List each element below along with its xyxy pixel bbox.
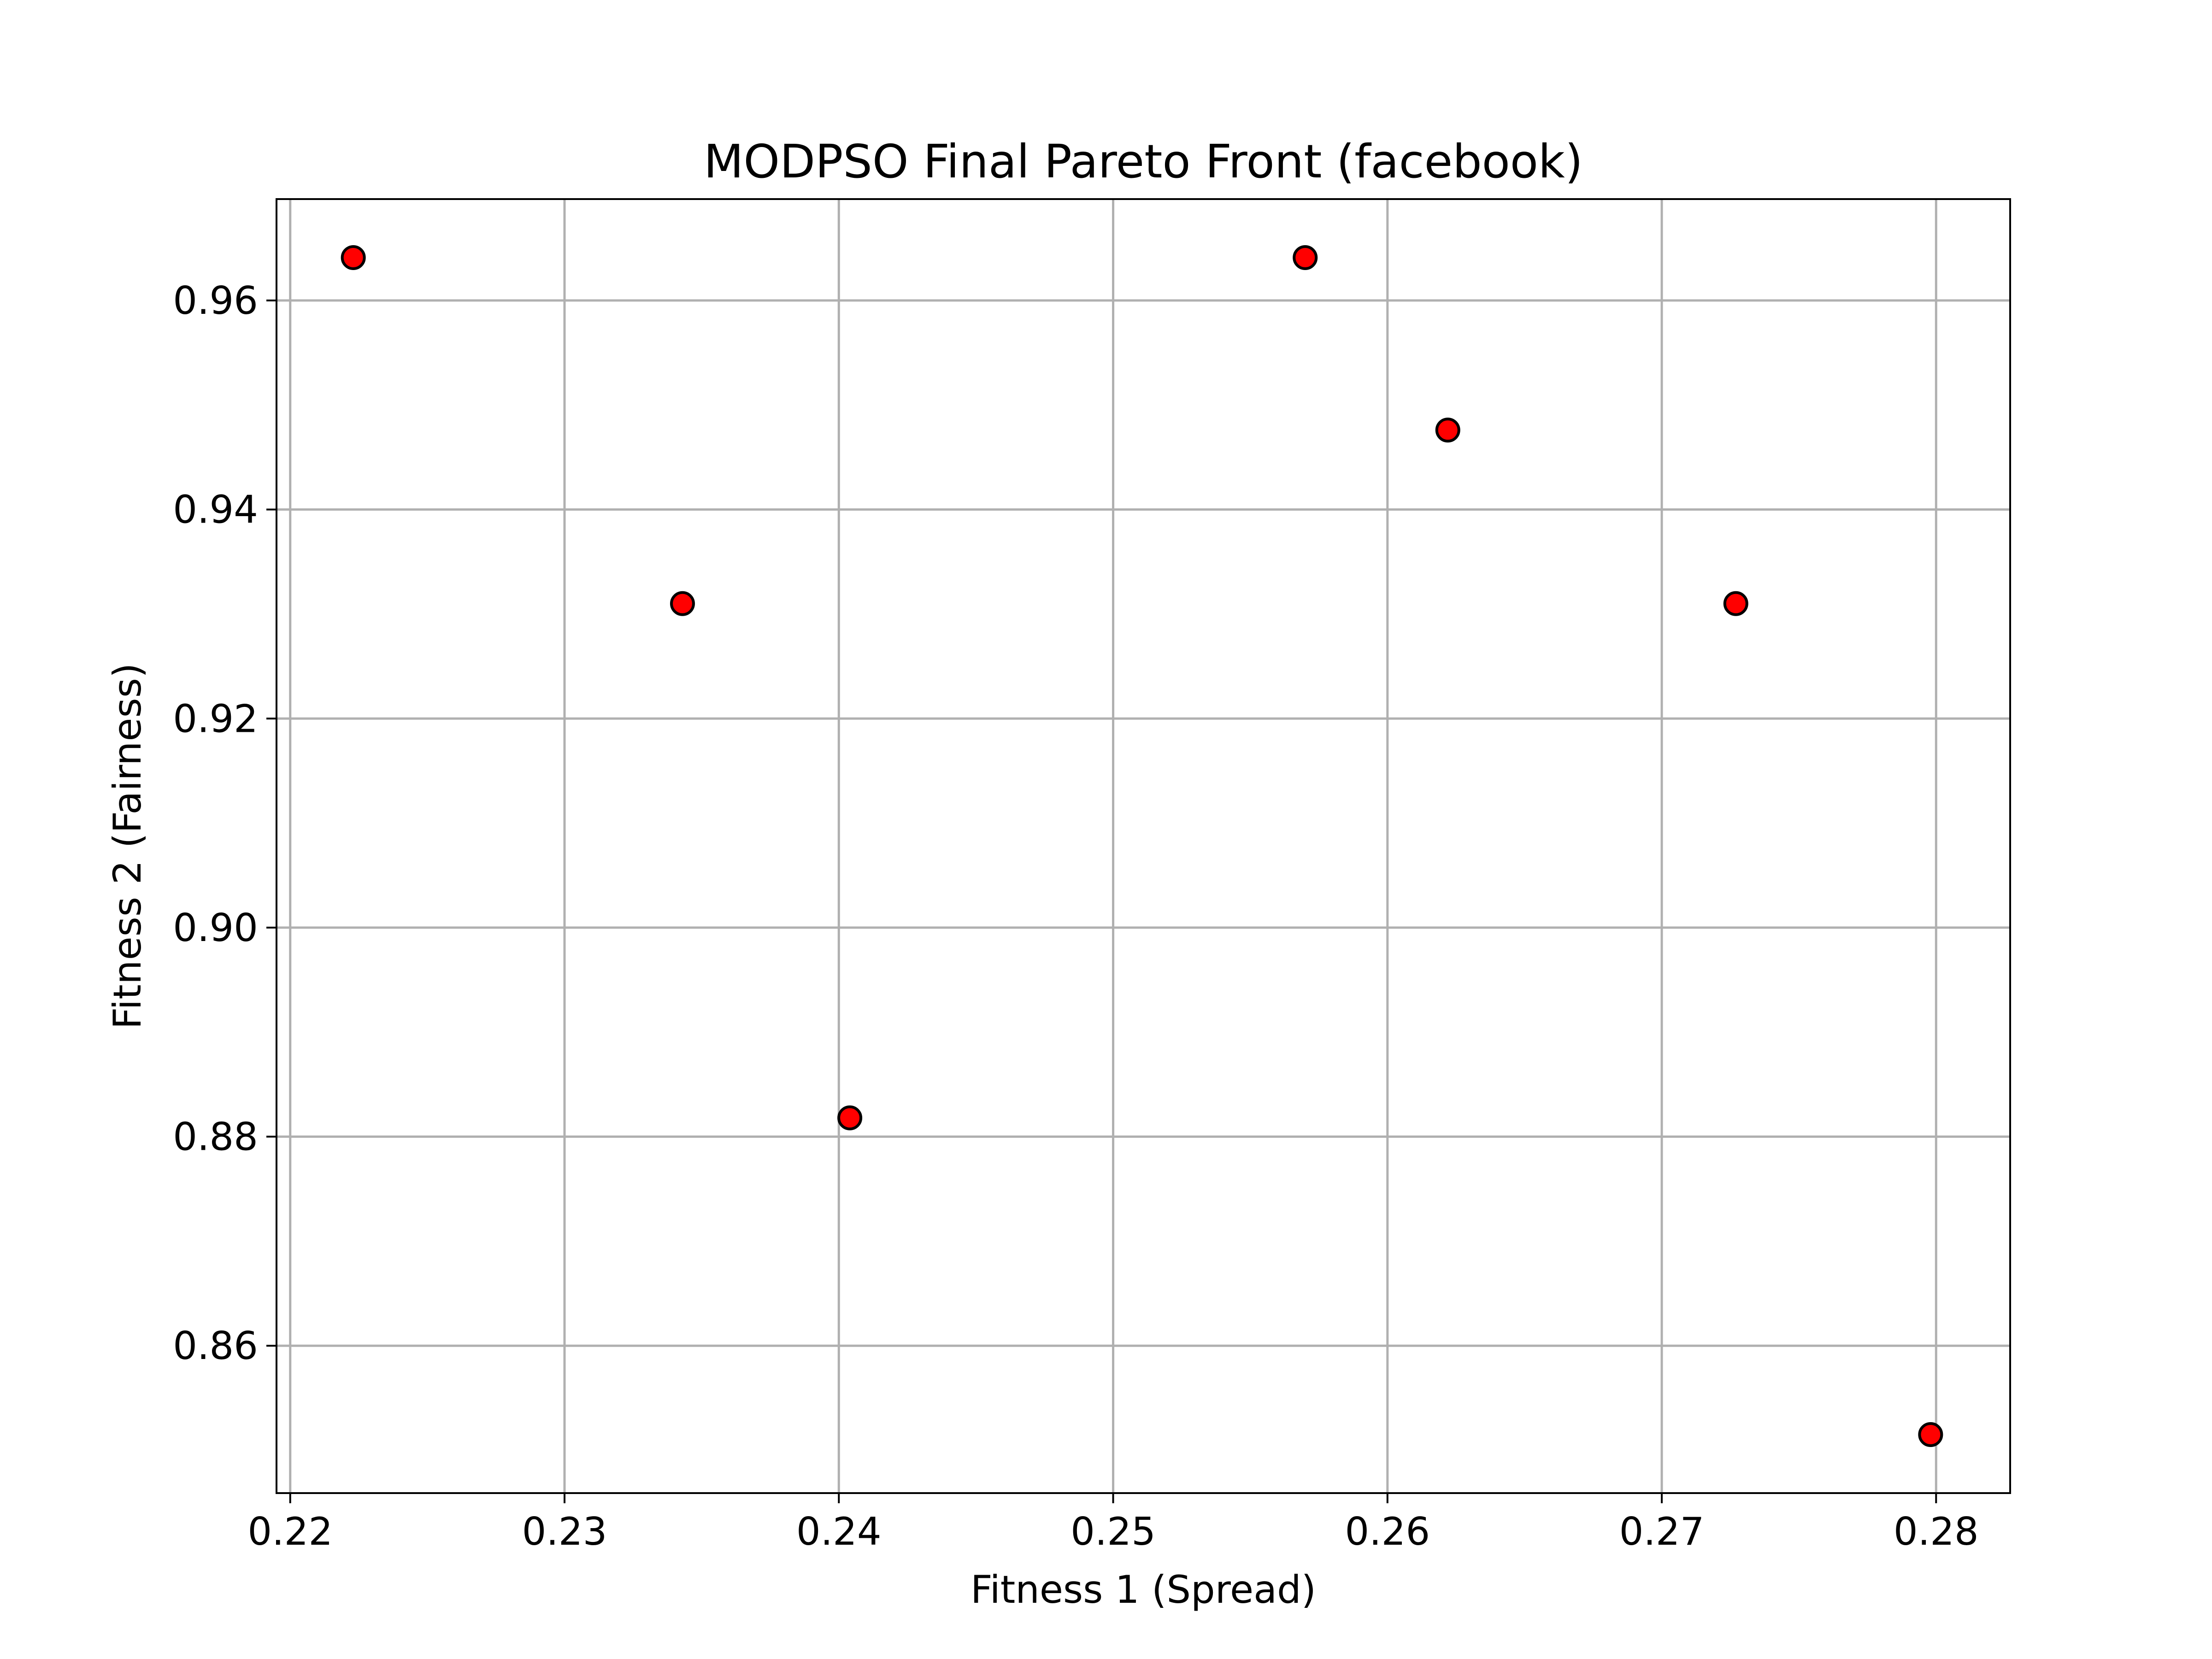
data-point xyxy=(1435,418,1460,443)
y-tick-label: 0.88 xyxy=(173,1115,258,1159)
x-tick-label: 0.28 xyxy=(1894,1509,1979,1554)
data-points xyxy=(341,245,1943,1447)
data-point xyxy=(1723,591,1748,616)
y-axis-label: Fitness 2 (Fairness) xyxy=(105,663,150,1030)
chart-title: MODPSO Final Pareto Front (facebook) xyxy=(704,135,1583,188)
x-tick-label: 0.23 xyxy=(522,1509,607,1554)
axis-ticks: 0.22 0.23 0.24 0.25 0.26 0.27 0.28 0.86 0.88 0.90… xyxy=(173,278,1979,1554)
data-point xyxy=(1293,245,1318,271)
y-tick-label: 0.96 xyxy=(173,278,258,323)
x-axis-label: Fitness 1 (Spread) xyxy=(971,1567,1316,1612)
plot-area-frame xyxy=(276,198,2011,1494)
grid-lines xyxy=(276,199,2010,1493)
data-point xyxy=(837,1105,863,1130)
x-tick-label: 0.26 xyxy=(1345,1509,1430,1554)
data-point xyxy=(670,591,695,616)
data-point xyxy=(1918,1422,1943,1447)
x-tick-label: 0.22 xyxy=(247,1509,333,1554)
data-point xyxy=(341,245,366,271)
y-tick-label: 0.92 xyxy=(173,696,258,741)
y-tick-label: 0.86 xyxy=(173,1324,258,1368)
x-tick-label: 0.25 xyxy=(1071,1509,1156,1554)
x-tick-label: 0.24 xyxy=(796,1509,882,1554)
x-tick-label: 0.27 xyxy=(1619,1509,1705,1554)
y-tick-label: 0.94 xyxy=(173,488,258,532)
y-tick-label: 0.90 xyxy=(173,906,258,950)
